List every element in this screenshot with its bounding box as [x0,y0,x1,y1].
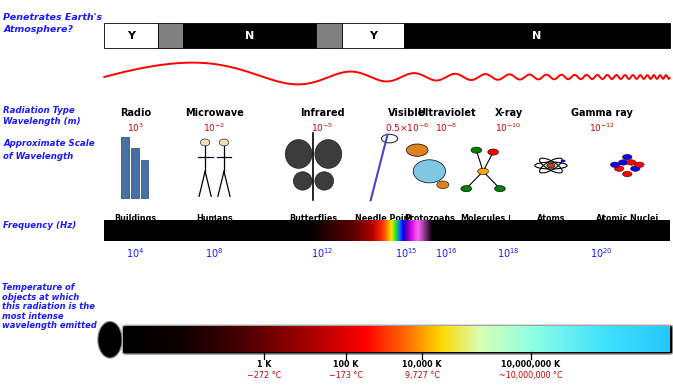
Bar [120,137,129,198]
Text: Atomic Nuclei: Atomic Nuclei [596,214,658,223]
Ellipse shape [618,160,628,165]
Text: Radiation Type: Radiation Type [3,106,75,115]
Text: Radio: Radio [120,108,151,118]
Ellipse shape [488,149,499,155]
Text: Protozoans: Protozoans [404,214,455,223]
Text: $10^3$: $10^3$ [127,121,144,134]
Ellipse shape [315,139,342,168]
Text: Infrared: Infrared [299,108,345,118]
Text: Microwave: Microwave [185,108,244,118]
Bar [104,221,670,241]
Ellipse shape [610,162,620,167]
Bar [141,160,148,198]
Text: Temperature of: Temperature of [2,283,75,292]
Text: 10,000,000 K: 10,000,000 K [501,360,561,369]
Text: $10^{-2}$: $10^{-2}$ [203,121,225,134]
Text: Approximate Scale: Approximate Scale [3,139,95,147]
Text: $10^4$: $10^4$ [126,246,145,260]
Text: Wavelength (m): Wavelength (m) [3,117,81,126]
Text: $10^{16}$: $10^{16}$ [435,246,458,260]
Ellipse shape [437,181,449,189]
Text: this radiation is the: this radiation is the [2,302,95,311]
Text: Butterflies: Butterflies [289,214,338,223]
Text: Needle Point: Needle Point [355,214,413,223]
Bar [131,148,139,198]
Bar [404,23,670,48]
Text: Atoms: Atoms [536,214,565,223]
Text: Atmosphere?: Atmosphere? [3,25,73,34]
Ellipse shape [547,163,555,168]
Text: 9,727 °C: 9,727 °C [404,371,439,380]
Text: Gamma ray: Gamma ray [571,108,633,118]
Text: Visible: Visible [388,108,425,118]
Text: $10^{-5}$: $10^{-5}$ [311,121,333,134]
Text: Frequency (Hz): Frequency (Hz) [3,221,77,231]
Bar [184,23,316,48]
Ellipse shape [478,168,489,174]
Text: $10^{12}$: $10^{12}$ [311,246,333,260]
Ellipse shape [635,162,644,167]
Ellipse shape [471,147,482,153]
Ellipse shape [219,139,229,146]
Text: Ultraviolet: Ultraviolet [417,108,476,118]
Ellipse shape [495,186,505,192]
Ellipse shape [614,166,624,171]
Ellipse shape [631,166,640,171]
Text: Molecules: Molecules [460,214,505,223]
Ellipse shape [461,186,472,192]
Text: $10^{-12}$: $10^{-12}$ [589,121,615,134]
Bar [104,23,158,48]
Ellipse shape [623,171,632,177]
Text: Y: Y [127,31,135,40]
Text: objects at which: objects at which [2,293,79,301]
Ellipse shape [201,139,210,146]
Bar [316,23,342,48]
Text: 1 K: 1 K [257,360,272,369]
Text: Penetrates Earth's: Penetrates Earth's [3,13,102,22]
Text: Humans: Humans [196,214,233,223]
Ellipse shape [293,172,312,190]
Text: $10^{-10}$: $10^{-10}$ [495,121,522,134]
Text: Buildings: Buildings [114,214,156,223]
Ellipse shape [406,144,428,156]
Ellipse shape [98,321,122,358]
Bar [158,23,184,48]
Ellipse shape [285,139,312,168]
Text: N: N [245,31,254,40]
Text: $0.5{\times}10^{-6}$: $0.5{\times}10^{-6}$ [384,121,429,134]
Text: −173 °C: −173 °C [329,371,363,380]
Text: −272 °C: −272 °C [248,371,281,380]
Ellipse shape [413,160,446,183]
Ellipse shape [561,159,565,162]
Ellipse shape [315,172,334,190]
Text: $10^8$: $10^8$ [205,246,223,260]
Text: most intense: most intense [2,312,63,321]
Text: X-ray: X-ray [495,108,523,118]
Text: $10^{-8}$: $10^{-8}$ [435,121,458,134]
Text: $10^{15}$: $10^{15}$ [396,246,418,260]
Text: ~10,000,000 °C: ~10,000,000 °C [499,371,563,380]
Text: 10,000 K: 10,000 K [402,360,442,369]
Text: Y: Y [369,31,377,40]
Text: N: N [532,31,541,40]
Text: 100 K: 100 K [333,360,359,369]
Bar [342,23,404,48]
Text: $10^{20}$: $10^{20}$ [590,246,613,260]
Text: $10^{18}$: $10^{18}$ [497,246,520,260]
Ellipse shape [627,160,636,165]
FancyBboxPatch shape [122,325,673,354]
Text: of Wavelength: of Wavelength [3,152,73,161]
Ellipse shape [623,154,632,160]
Text: wavelength emitted: wavelength emitted [2,321,97,330]
